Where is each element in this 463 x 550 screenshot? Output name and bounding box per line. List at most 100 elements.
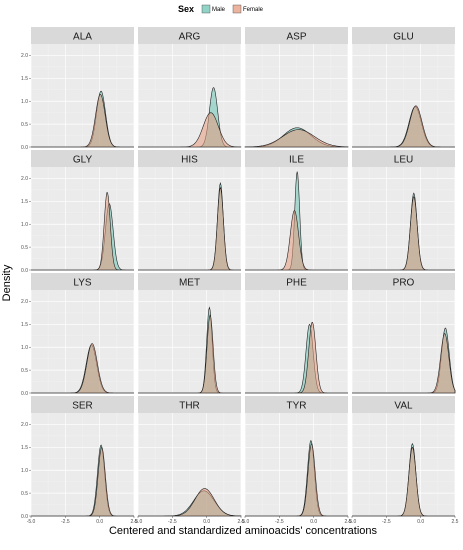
- strip-label: GLY: [73, 155, 93, 166]
- strip: [138, 27, 241, 44]
- legend: Sex Male Female: [178, 4, 264, 14]
- y-tick-label: 2.0: [21, 53, 28, 59]
- y-tick-label: 0.5: [21, 245, 28, 251]
- y-tick-label: 2.0: [21, 299, 28, 305]
- y-tick-label: 0.5: [21, 491, 28, 497]
- strip: [31, 150, 134, 167]
- strip-label: ILE: [289, 155, 304, 166]
- y-tick-label: 1.0: [21, 222, 28, 228]
- density-female: [352, 196, 455, 271]
- y-tick-label: 1.5: [21, 445, 28, 451]
- y-tick-label: 0.5: [21, 368, 28, 374]
- y-axis-title: Density: [1, 264, 13, 301]
- legend-swatch-male: [201, 4, 211, 14]
- density-female: [245, 443, 348, 517]
- density-female: [138, 314, 241, 394]
- x-tick-label: 2.5: [345, 519, 352, 525]
- panel-val: VAL -5.0 -2.5 0.0 2.5: [348, 396, 459, 525]
- panel-glu: GLU: [351, 27, 456, 148]
- strip-label: ARG: [179, 32, 201, 43]
- density-female: [138, 488, 242, 517]
- strip: [245, 150, 348, 167]
- x-tick-label: -2.5: [168, 519, 177, 525]
- facet-panels: ALA 0.0 0.5 1.0 1.5 2.0 ARG ASP GLU GLY 0.0 0.5 1.0 1…: [21, 27, 459, 525]
- y-tick-label: 1.0: [21, 99, 28, 105]
- panel-his: HIS: [137, 150, 242, 271]
- y-tick-label: 0.0: [21, 514, 28, 520]
- strip: [352, 27, 455, 44]
- density-female: [352, 333, 456, 394]
- y-tick-label: 1.0: [21, 345, 28, 351]
- strip-label: LEU: [394, 155, 413, 166]
- y-tick-label: 0.5: [21, 122, 28, 128]
- strip-label: THR: [179, 401, 200, 412]
- x-tick-label: 2.5: [452, 519, 459, 525]
- x-tick-label: -2.5: [382, 519, 391, 525]
- density-female: [31, 343, 134, 394]
- y-tick-label: 1.5: [21, 322, 28, 328]
- density-female: [138, 186, 241, 271]
- strip-label: PHE: [286, 278, 307, 289]
- strip: [138, 396, 241, 413]
- panel-asp: ASP: [244, 27, 349, 148]
- x-tick-label: -5.0: [348, 519, 357, 525]
- strip: [31, 273, 134, 290]
- strip: [352, 150, 455, 167]
- panel-tyr: TYR -5.0 -2.5 0.0 2.5: [241, 396, 352, 525]
- strip: [245, 27, 348, 44]
- x-tick-label: -5.0: [27, 519, 36, 525]
- x-tick-label: 0.0: [203, 519, 210, 525]
- panel-ser: SER 0.0 0.5 1.0 1.5 2.0 -5.0 -2.5 0.0 2.5: [21, 396, 138, 525]
- strip: [31, 396, 134, 413]
- legend-label-female: Female: [243, 7, 264, 13]
- legend-swatch-female: [232, 4, 242, 14]
- x-tick-label: -2.5: [275, 519, 284, 525]
- density-female: [31, 94, 134, 148]
- strip-label: SER: [72, 401, 93, 412]
- panel-met: MET: [137, 273, 242, 394]
- panel-lys: LYS 0.0 0.5 1.0 1.5 2.0: [21, 273, 135, 397]
- y-tick-label: 0.0: [21, 268, 28, 274]
- x-tick-label: -5.0: [241, 519, 250, 525]
- panel-gly: GLY 0.0 0.5 1.0 1.5 2.0: [21, 150, 135, 274]
- strip-label: LYS: [73, 278, 91, 289]
- panel-phe: PHE: [244, 273, 349, 394]
- strip: [352, 273, 455, 290]
- density-female: [138, 112, 242, 148]
- legend-title: Sex: [178, 4, 194, 14]
- strip-label: ASP: [286, 32, 306, 43]
- panel-thr: THR -5.0 -2.5 0.0 2.5: [134, 396, 245, 525]
- panel-arg: ARG: [137, 27, 242, 148]
- density-female: [245, 321, 348, 394]
- density-female: [352, 446, 455, 517]
- strip: [138, 150, 241, 167]
- x-tick-label: 2.5: [238, 519, 245, 525]
- strip: [245, 273, 348, 290]
- strip-label: MET: [179, 278, 200, 289]
- strip-label: GLU: [393, 32, 414, 43]
- density-female: [245, 210, 348, 271]
- strip: [352, 396, 455, 413]
- strip: [245, 396, 348, 413]
- density-female: [31, 192, 134, 271]
- panel-pro: PRO: [351, 273, 456, 394]
- y-tick-label: 2.0: [21, 422, 28, 428]
- strip: [31, 27, 134, 44]
- panel-ala: ALA 0.0 0.5 1.0 1.5 2.0: [21, 27, 135, 151]
- y-tick-label: 0.0: [21, 391, 28, 397]
- x-tick-label: 0.0: [417, 519, 424, 525]
- density-female: [244, 129, 349, 148]
- strip-label: HIS: [181, 155, 198, 166]
- density-female: [31, 446, 134, 517]
- strip: [138, 273, 241, 290]
- strip-label: VAL: [394, 401, 413, 412]
- strip-label: ALA: [73, 32, 92, 43]
- x-axis-title: Centered and standardized aminoacids' co…: [109, 525, 378, 537]
- strip-label: TYR: [287, 401, 307, 412]
- y-tick-label: 1.5: [21, 199, 28, 205]
- x-tick-label: 0.0: [310, 519, 317, 525]
- panel-ile: ILE: [244, 150, 349, 271]
- y-tick-label: 2.0: [21, 176, 28, 182]
- panel-leu: LEU: [351, 150, 456, 271]
